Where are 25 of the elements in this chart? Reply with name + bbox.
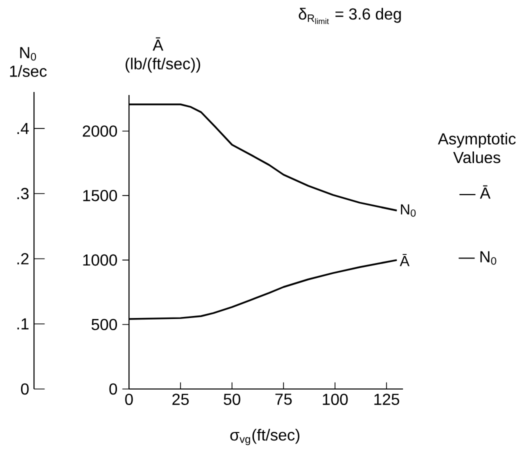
x-tick-label: 50 [224, 394, 240, 406]
y2-tick-label: .3 [17, 188, 29, 200]
x-axis-title: σ$_{vg}$(ft/sec) [230, 428, 300, 446]
x-tick-label: 25 [172, 394, 189, 406]
x-tick-label: 100 [322, 394, 348, 406]
y2-tick-label: 0 [21, 383, 29, 395]
chart-title: $\text{δ}_{\text{R}_{\text{limit}}}\text{ = 3.6 deg}$ [298, 8, 401, 24]
y2-tick-label: .2 [17, 253, 28, 264]
series-label: N$_{0}$ [400, 204, 416, 217]
text: Asymptotic Values [438, 132, 516, 164]
x-tick-label: 0 [125, 394, 133, 406]
text: — N$_{0}$ [458, 251, 496, 265]
y-tick-label: 2000 [82, 125, 117, 137]
y2-axis-title: N$_{0}$ 1/sec [10, 47, 47, 77]
y-tick-label: 500 [92, 318, 118, 330]
y-tick-label: 1500 [83, 190, 117, 202]
y2-tick-label: .1 [17, 318, 29, 330]
y2-tick-label: .4 [17, 122, 29, 134]
x-tick-label: 125 [374, 394, 400, 406]
text: — Ā [459, 185, 491, 199]
y-axis-title: Ā (lb/(ft/sec)) [126, 37, 200, 73]
y-tick-label: 0 [109, 383, 118, 395]
x-tick-label: 75 [275, 394, 292, 405]
series-label: Ā [400, 254, 410, 266]
y-tick-label: 1000 [83, 254, 117, 266]
